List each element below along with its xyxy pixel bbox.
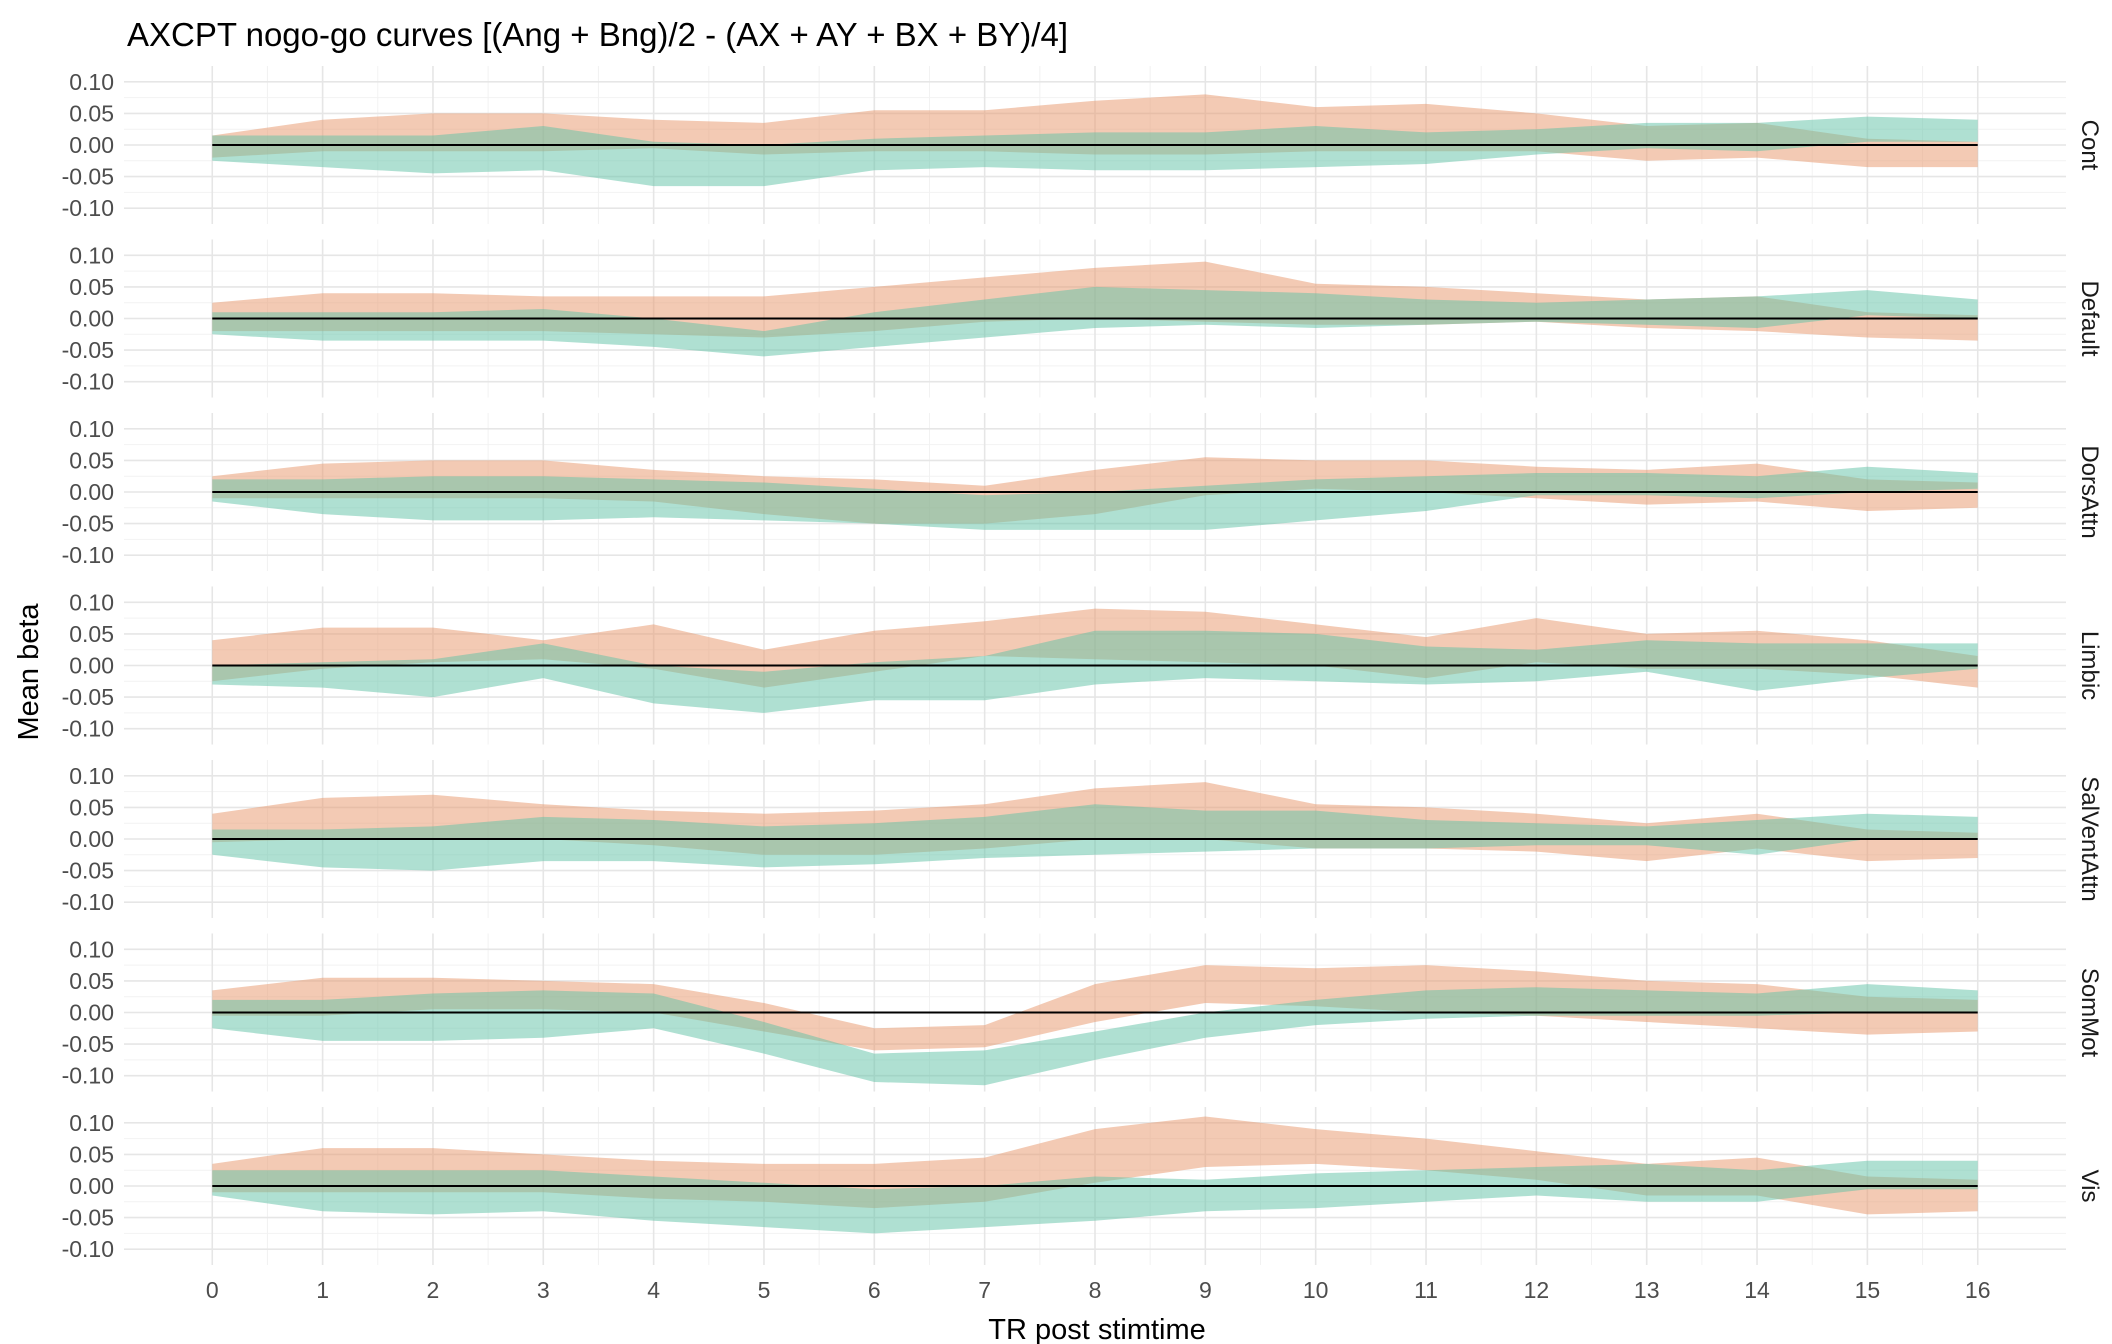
- x-axis: 0 1 2 3 4 5 6 7 8 9 10 11 12 13 14 15 16: [206, 1277, 1991, 1303]
- ribbon-series-2: [212, 630, 1978, 713]
- x-tick-label: 9: [1199, 1277, 1212, 1303]
- facet-panels: -0.10 -0.05 0.00 0.05 0.10 Cont -0.10 -0.05 0.00…: [62, 66, 2103, 1265]
- x-tick-label: 16: [1965, 1277, 1991, 1303]
- y-tick-label: 0.05: [69, 794, 114, 820]
- y-tick-label: -0.10: [62, 889, 114, 915]
- y-tick-label: 0.10: [69, 936, 114, 962]
- facet-strip-label: Default: [2076, 280, 2103, 356]
- y-tick-label: 0.10: [69, 589, 114, 615]
- y-tick-label: 0.05: [69, 100, 114, 126]
- ribbon-series-2: [212, 1160, 1978, 1234]
- y-tick-label: 0.10: [69, 763, 114, 789]
- x-tick-label: 4: [647, 1277, 660, 1303]
- ribbon-series-2: [212, 804, 1978, 871]
- y-tick-label: 0.00: [69, 653, 114, 679]
- ribbon-series-2: [212, 984, 1978, 1086]
- x-tick-label: 8: [1089, 1277, 1102, 1303]
- y-tick-label: 0.00: [69, 306, 114, 332]
- y-tick-label: -0.05: [62, 1205, 114, 1231]
- x-axis-title: TR post stimtime: [988, 1314, 1206, 1344]
- y-tick-label: 0.00: [69, 479, 114, 505]
- facet-strip-label: SalVentAttn: [2076, 776, 2103, 901]
- ribbon-series-2: [212, 466, 1978, 530]
- x-tick-label: 14: [1744, 1277, 1770, 1303]
- y-tick-label: 0.05: [69, 274, 114, 300]
- x-tick-label: 7: [978, 1277, 991, 1303]
- x-tick-label: 11: [1414, 1277, 1438, 1303]
- y-tick-label: -0.10: [62, 716, 114, 742]
- y-tick-label: 0.10: [69, 242, 114, 268]
- y-tick-label: -0.05: [62, 511, 114, 537]
- facet-strip-label: SomMot: [2076, 968, 2103, 1058]
- y-tick-label: 0.05: [69, 1141, 114, 1167]
- y-tick-label: -0.10: [62, 1236, 114, 1262]
- y-tick-label: 0.00: [69, 1000, 114, 1026]
- y-tick-label: -0.05: [62, 337, 114, 363]
- facet-panel-salventattn: -0.10 -0.05 0.00 0.05 0.10 SalVentAttn: [62, 760, 2103, 918]
- y-tick-label: -0.10: [62, 369, 114, 395]
- y-tick-label: -0.05: [62, 684, 114, 710]
- ribbon-series-1: [212, 965, 1978, 1051]
- y-tick-label: 0.10: [69, 1110, 114, 1136]
- y-tick-label: -0.05: [62, 858, 114, 884]
- y-tick-label: -0.05: [62, 164, 114, 190]
- y-axis-title: Mean beta: [13, 603, 45, 741]
- ribbon-series-2: [212, 116, 1978, 187]
- ribbon-series-2: [212, 286, 1978, 357]
- facet-panel-vis: -0.10 -0.05 0.00 0.05 0.10 Vis: [62, 1107, 2103, 1265]
- facet-strip-label: DorsAttn: [2076, 445, 2103, 538]
- facet-strip-label: Vis: [2076, 1170, 2103, 1203]
- y-tick-label: 0.00: [69, 1173, 114, 1199]
- y-tick-label: 0.10: [69, 69, 114, 95]
- x-tick-label: 13: [1634, 1277, 1660, 1303]
- y-tick-label: 0.05: [69, 447, 114, 473]
- facet-panel-sommot: -0.10 -0.05 0.00 0.05 0.10 SomMot: [62, 933, 2103, 1092]
- facet-strip-label: Limbic: [2076, 631, 2103, 700]
- y-tick-label: 0.00: [69, 132, 114, 158]
- x-tick-label: 6: [868, 1277, 881, 1303]
- x-tick-label: 1: [316, 1277, 329, 1303]
- x-tick-label: 5: [758, 1277, 771, 1303]
- facet-panel-cont: -0.10 -0.05 0.00 0.05 0.10 Cont: [62, 66, 2103, 224]
- facet-panel-dorsattn: -0.10 -0.05 0.00 0.05 0.10 DorsAttn: [62, 413, 2103, 571]
- chart-title: AXCPT nogo-go curves [(Ang + Bng)/2 - (A…: [127, 16, 1068, 53]
- x-tick-label: 12: [1524, 1277, 1550, 1303]
- y-tick-label: -0.10: [62, 1063, 114, 1089]
- facet-panel-limbic: -0.10 -0.05 0.00 0.05 0.10 Limbic: [62, 586, 2103, 745]
- y-tick-label: -0.10: [62, 542, 114, 568]
- y-tick-label: 0.10: [69, 416, 114, 442]
- x-tick-label: 3: [537, 1277, 550, 1303]
- x-tick-label: 15: [1855, 1277, 1881, 1303]
- y-tick-label: -0.05: [62, 1031, 114, 1057]
- y-tick-label: 0.00: [69, 826, 114, 852]
- y-tick-label: -0.10: [62, 195, 114, 221]
- x-tick-label: 0: [206, 1277, 219, 1303]
- facet-panel-default: -0.10 -0.05 0.00 0.05 0.10 Default: [62, 239, 2103, 398]
- y-tick-label: 0.05: [69, 621, 114, 647]
- y-tick-label: 0.05: [69, 968, 114, 994]
- x-tick-label: 2: [427, 1277, 440, 1303]
- facet-strip-label: Cont: [2076, 120, 2103, 171]
- x-tick-label: 10: [1303, 1277, 1329, 1303]
